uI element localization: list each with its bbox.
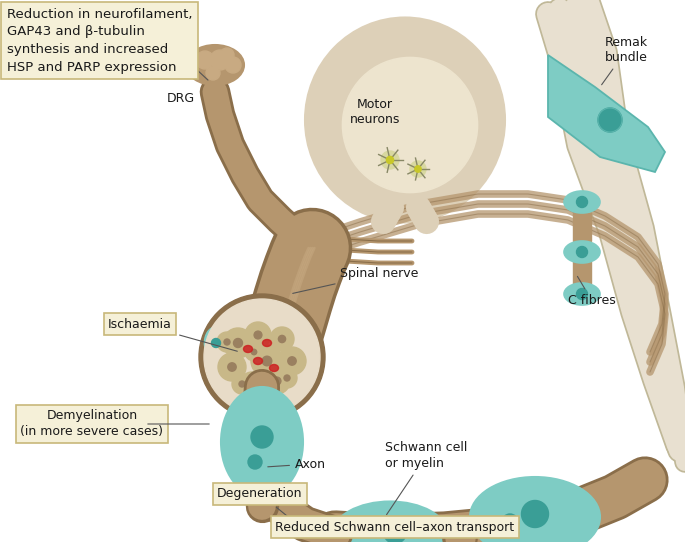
- Ellipse shape: [305, 17, 505, 223]
- Ellipse shape: [253, 358, 262, 365]
- Ellipse shape: [199, 294, 325, 420]
- Text: Motor
neurons: Motor neurons: [350, 98, 400, 126]
- Text: Reduced Schwann cell–axon transport: Reduced Schwann cell–axon transport: [275, 520, 514, 533]
- Ellipse shape: [577, 288, 588, 300]
- Bar: [573, 259, 591, 287]
- Ellipse shape: [262, 339, 271, 346]
- Ellipse shape: [217, 332, 237, 352]
- Ellipse shape: [270, 327, 294, 351]
- Ellipse shape: [363, 523, 377, 537]
- Ellipse shape: [239, 381, 245, 387]
- Ellipse shape: [249, 380, 256, 388]
- Ellipse shape: [598, 108, 622, 132]
- Ellipse shape: [186, 45, 244, 85]
- Ellipse shape: [223, 361, 301, 413]
- Ellipse shape: [220, 48, 234, 62]
- Ellipse shape: [210, 50, 230, 70]
- Ellipse shape: [248, 455, 262, 469]
- Ellipse shape: [206, 66, 220, 80]
- Ellipse shape: [415, 166, 421, 172]
- Ellipse shape: [225, 57, 241, 73]
- Ellipse shape: [253, 376, 271, 392]
- Ellipse shape: [386, 157, 394, 164]
- Ellipse shape: [262, 356, 272, 366]
- Polygon shape: [548, 55, 665, 172]
- Ellipse shape: [470, 477, 600, 542]
- Ellipse shape: [278, 347, 306, 375]
- Text: Spinal nerve: Spinal nerve: [292, 268, 419, 293]
- Ellipse shape: [221, 387, 303, 497]
- Ellipse shape: [269, 365, 279, 371]
- Ellipse shape: [240, 372, 264, 396]
- Ellipse shape: [264, 368, 290, 394]
- Ellipse shape: [342, 57, 477, 192]
- Ellipse shape: [284, 375, 290, 381]
- Ellipse shape: [384, 520, 406, 542]
- Ellipse shape: [564, 283, 600, 305]
- FancyArrowPatch shape: [419, 208, 427, 222]
- Ellipse shape: [577, 247, 588, 257]
- Text: Schwann cell
or myelin: Schwann cell or myelin: [385, 441, 467, 515]
- Ellipse shape: [228, 363, 236, 371]
- Text: Demyelination
(in more severe cases): Demyelination (in more severe cases): [21, 410, 164, 438]
- Ellipse shape: [277, 368, 297, 388]
- Ellipse shape: [251, 345, 283, 377]
- Ellipse shape: [232, 374, 252, 394]
- Ellipse shape: [204, 299, 320, 415]
- FancyArrowPatch shape: [384, 208, 392, 222]
- Ellipse shape: [254, 331, 262, 339]
- Text: DRG: DRG: [167, 92, 195, 105]
- Ellipse shape: [288, 357, 296, 365]
- Ellipse shape: [521, 500, 549, 527]
- Text: C fibres: C fibres: [568, 276, 616, 307]
- Ellipse shape: [564, 191, 600, 213]
- Bar: [573, 213, 591, 241]
- Ellipse shape: [243, 345, 253, 352]
- Ellipse shape: [273, 377, 281, 385]
- Text: Ischaemia: Ischaemia: [108, 318, 237, 351]
- Ellipse shape: [223, 328, 253, 358]
- Ellipse shape: [205, 327, 227, 359]
- Ellipse shape: [381, 151, 399, 169]
- Ellipse shape: [251, 426, 273, 448]
- Text: Degeneration: Degeneration: [217, 487, 303, 518]
- Ellipse shape: [196, 51, 214, 69]
- Ellipse shape: [251, 349, 257, 354]
- Text: Reduction in neurofilament,
GAP43 and β-tubulin
synthesis and increased
HSP and : Reduction in neurofilament, GAP43 and β-…: [7, 8, 192, 74]
- Ellipse shape: [234, 339, 242, 347]
- Ellipse shape: [577, 197, 588, 208]
- Text: Axon: Axon: [268, 457, 326, 470]
- Text: Remak
bundle: Remak bundle: [601, 36, 648, 85]
- Ellipse shape: [212, 339, 221, 347]
- Ellipse shape: [332, 501, 447, 542]
- Ellipse shape: [218, 353, 246, 381]
- Ellipse shape: [245, 343, 263, 361]
- Ellipse shape: [564, 241, 600, 263]
- Ellipse shape: [502, 514, 518, 530]
- Ellipse shape: [224, 339, 230, 345]
- Ellipse shape: [278, 335, 286, 343]
- Ellipse shape: [245, 322, 271, 348]
- Ellipse shape: [410, 161, 426, 177]
